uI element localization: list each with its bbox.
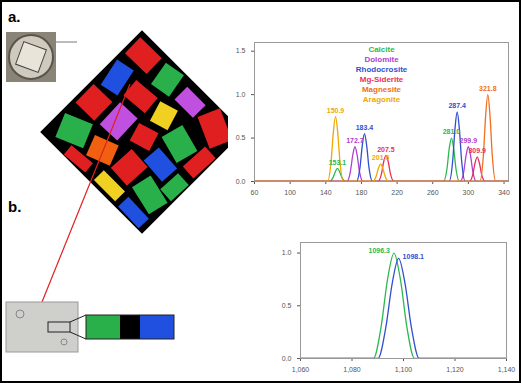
svg-text:287.4: 287.4 xyxy=(448,102,466,109)
svg-text:180: 180 xyxy=(356,189,368,196)
html-text:a.: a. xyxy=(8,8,21,25)
svg-text:0.0: 0.0 xyxy=(236,178,246,185)
svg-text:0.0: 0.0 xyxy=(282,355,292,362)
svg-text:0.5: 0.5 xyxy=(282,302,292,309)
svg-text:1,100: 1,100 xyxy=(395,366,413,373)
svg-text:140: 140 xyxy=(320,189,332,196)
svg-text:309.9: 309.9 xyxy=(468,147,486,154)
svg-text:1,060: 1,060 xyxy=(292,366,310,373)
svg-text:340: 340 xyxy=(498,189,510,196)
svg-text:172.7: 172.7 xyxy=(346,137,364,144)
svg-text:60: 60 xyxy=(251,189,259,196)
svg-text:207.5: 207.5 xyxy=(377,146,395,153)
svg-text:183.4: 183.4 xyxy=(356,124,374,131)
svg-text:1098.1: 1098.1 xyxy=(403,253,425,260)
svg-text:300: 300 xyxy=(463,189,475,196)
svg-text:Magnesite: Magnesite xyxy=(362,85,402,94)
svg-text:1,140: 1,140 xyxy=(498,366,516,373)
svg-text:201.5: 201.5 xyxy=(372,154,390,161)
svg-text:153.1: 153.1 xyxy=(329,159,347,166)
svg-text:1,080: 1,080 xyxy=(343,366,361,373)
svg-text:100: 100 xyxy=(284,189,296,196)
svg-text:Dolomite: Dolomite xyxy=(364,55,399,64)
svg-text:150.9: 150.9 xyxy=(327,107,345,114)
html-text:b.: b. xyxy=(8,198,22,215)
svg-text:220: 220 xyxy=(391,189,403,196)
svg-text:321.8: 321.8 xyxy=(479,85,497,92)
svg-text:299.9: 299.9 xyxy=(460,137,478,144)
svg-text:Aragonite: Aragonite xyxy=(363,95,401,104)
svg-text:281.0: 281.0 xyxy=(443,128,461,135)
svg-text:Calcite: Calcite xyxy=(368,45,395,54)
svg-text:1.0: 1.0 xyxy=(236,91,246,98)
svg-text:1,120: 1,120 xyxy=(446,366,464,373)
svg-text:Rhodocrosite: Rhodocrosite xyxy=(356,65,408,74)
svg-text:0.5: 0.5 xyxy=(236,134,246,141)
svg-text:1.5: 1.5 xyxy=(236,47,246,54)
svg-text:1096.3: 1096.3 xyxy=(369,247,391,254)
svg-text:260: 260 xyxy=(427,189,439,196)
svg-text:Mg-Siderite: Mg-Siderite xyxy=(360,75,404,84)
svg-text:1.0: 1.0 xyxy=(282,249,292,256)
